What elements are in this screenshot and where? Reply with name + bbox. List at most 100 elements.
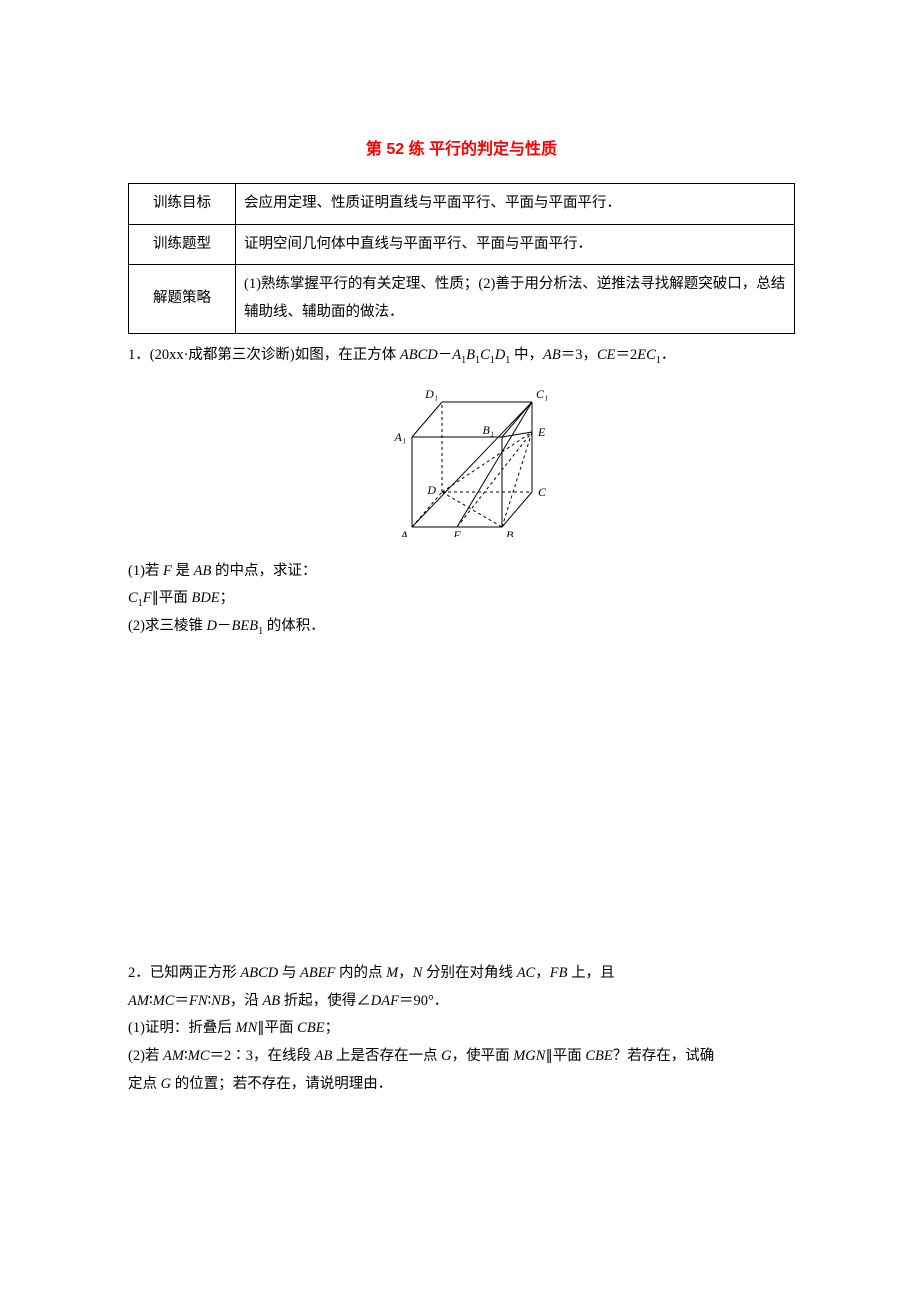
text: 的中点，求证： bbox=[211, 563, 316, 579]
text: 的位置；若不存在，请说明理由． bbox=[171, 1076, 392, 1092]
svg-text:B: B bbox=[506, 528, 514, 537]
math: CBE bbox=[585, 1048, 612, 1064]
row-content: 证明空间几何体中直线与平面平行、平面与平面平行． bbox=[236, 224, 795, 265]
svg-text:E: E bbox=[537, 425, 546, 439]
text: (2)若 bbox=[128, 1048, 163, 1064]
text: ∥平面 bbox=[152, 590, 192, 606]
math: MN bbox=[236, 1020, 258, 1036]
meta-table: 训练目标 会应用定理、性质证明直线与平面平行、平面与平面平行． 训练题型 证明空… bbox=[128, 183, 795, 333]
q2-line2: AM∶MC＝FN∶NB，沿 AB 折起，使得∠DAF＝90°． bbox=[128, 988, 795, 1016]
math: CBE bbox=[297, 1020, 324, 1036]
text: ＝2 bbox=[615, 347, 637, 363]
math: D bbox=[207, 618, 217, 634]
text: － bbox=[217, 618, 232, 634]
text: － bbox=[438, 347, 453, 363]
math: B bbox=[466, 347, 475, 363]
math: AM bbox=[128, 993, 149, 1009]
math: MC bbox=[153, 993, 175, 1009]
q1-stem: 1．(20xx·成都第三次诊断)如图，在正方体 ABCD－A1B1C1D1 中，… bbox=[128, 342, 795, 370]
text: ，沿 bbox=[230, 993, 263, 1009]
math: F bbox=[163, 563, 172, 579]
row-label: 训练目标 bbox=[129, 184, 236, 225]
q2-line3: (1)证明：折叠后 MN∥平面 CBE； bbox=[128, 1015, 795, 1043]
text: (1)若 bbox=[128, 563, 163, 579]
table-row: 训练目标 会应用定理、性质证明直线与平面平行、平面与平面平行． bbox=[129, 184, 795, 225]
text: 与 bbox=[278, 965, 300, 981]
q1-part1-line2: C1F∥平面 BDE； bbox=[128, 585, 795, 613]
math: N bbox=[413, 965, 423, 981]
text: 上是否存在一点 bbox=[332, 1048, 441, 1064]
math: NB bbox=[211, 993, 230, 1009]
math: F bbox=[143, 590, 152, 606]
text: (2)求三棱锥 bbox=[128, 618, 207, 634]
row-label: 解题策略 bbox=[129, 265, 236, 333]
text: 中， bbox=[510, 347, 543, 363]
svg-text:B₁: B₁ bbox=[482, 423, 494, 437]
page-title: 第 52 练 平行的判定与性质 bbox=[128, 135, 795, 165]
math: AB bbox=[315, 1048, 333, 1064]
q1-part1-line1: (1)若 F 是 AB 的中点，求证： bbox=[128, 558, 795, 586]
row-content: 会应用定理、性质证明直线与平面平行、平面与平面平行． bbox=[236, 184, 795, 225]
text: 的体积． bbox=[263, 618, 325, 634]
q2-line4: (2)若 AM∶MC＝2∶3，在线段 AB 上是否存在一点 G，使平面 MGN∥… bbox=[128, 1043, 795, 1071]
text: 分别在对角线 bbox=[422, 965, 516, 981]
text: 2．已知两正方形 bbox=[128, 965, 240, 981]
text: ； bbox=[220, 590, 235, 606]
math: M bbox=[386, 965, 398, 981]
math: MC bbox=[188, 1048, 210, 1064]
text: ． bbox=[661, 347, 676, 363]
text: 上，且 bbox=[567, 965, 614, 981]
math: A bbox=[452, 347, 461, 363]
math: DAF bbox=[371, 993, 399, 1009]
row-label: 训练题型 bbox=[129, 224, 236, 265]
q2-line5: 定点 G 的位置；若不存在，请说明理由． bbox=[128, 1071, 795, 1099]
svg-text:F: F bbox=[452, 528, 461, 537]
text: 内的点 bbox=[335, 965, 386, 981]
text: ， bbox=[535, 965, 550, 981]
math: EC bbox=[637, 347, 656, 363]
text: ＝ bbox=[174, 993, 189, 1009]
text: ， bbox=[398, 965, 413, 981]
cube-figure: D₁ C₁ A₁ B₁ E D C A F B bbox=[128, 377, 795, 548]
text: ＝90°． bbox=[399, 993, 448, 1009]
math: AM bbox=[163, 1048, 184, 1064]
math: AC bbox=[517, 965, 536, 981]
svg-text:A₁: A₁ bbox=[393, 430, 406, 444]
svg-text:D₁: D₁ bbox=[424, 387, 438, 401]
text: 折起，使得∠ bbox=[280, 993, 371, 1009]
math: C bbox=[480, 347, 490, 363]
math: ABCD bbox=[400, 347, 438, 363]
text: ； bbox=[325, 1020, 340, 1036]
svg-text:A: A bbox=[399, 528, 408, 537]
text: ∥平面 bbox=[257, 1020, 297, 1036]
q2-line1: 2．已知两正方形 ABCD 与 ABEF 内的点 M，N 分别在对角线 AC，F… bbox=[128, 960, 795, 988]
svg-text:C: C bbox=[538, 485, 547, 499]
math: BEB bbox=[232, 618, 259, 634]
table-row: 训练题型 证明空间几何体中直线与平面平行、平面与平面平行． bbox=[129, 224, 795, 265]
table-row: 解题策略 (1)熟练掌握平行的有关定理、性质；(2)善于用分析法、逆推法寻找解题… bbox=[129, 265, 795, 333]
text: ＝3， bbox=[561, 347, 597, 363]
text: ＝2∶3，在线段 bbox=[210, 1048, 315, 1064]
text: 定点 bbox=[128, 1076, 161, 1092]
q1-part2: (2)求三棱锥 D－BEB1 的体积． bbox=[128, 613, 795, 641]
math: AB bbox=[543, 347, 561, 363]
math: FN bbox=[189, 993, 208, 1009]
math: G bbox=[441, 1048, 451, 1064]
math: MGN bbox=[513, 1048, 545, 1064]
math: BDE bbox=[191, 590, 219, 606]
math: ABCD bbox=[240, 965, 278, 981]
row-content: (1)熟练掌握平行的有关定理、性质；(2)善于用分析法、逆推法寻找解题突破口，总… bbox=[236, 265, 795, 333]
math: G bbox=[161, 1076, 171, 1092]
text: ？若存在，试确 bbox=[613, 1048, 715, 1064]
math: AB bbox=[194, 563, 212, 579]
text: 是 bbox=[172, 563, 194, 579]
svg-text:D: D bbox=[426, 483, 436, 497]
math: ABEF bbox=[300, 965, 335, 981]
svg-text:C₁: C₁ bbox=[536, 387, 548, 401]
math: CE bbox=[597, 347, 616, 363]
text: ∥平面 bbox=[545, 1048, 585, 1064]
text: 1．(20xx·成都第三次诊断)如图，在正方体 bbox=[128, 347, 400, 363]
math: D bbox=[495, 347, 505, 363]
cube-diagram: D₁ C₁ A₁ B₁ E D C A F B bbox=[362, 377, 562, 537]
math: FB bbox=[550, 965, 568, 981]
